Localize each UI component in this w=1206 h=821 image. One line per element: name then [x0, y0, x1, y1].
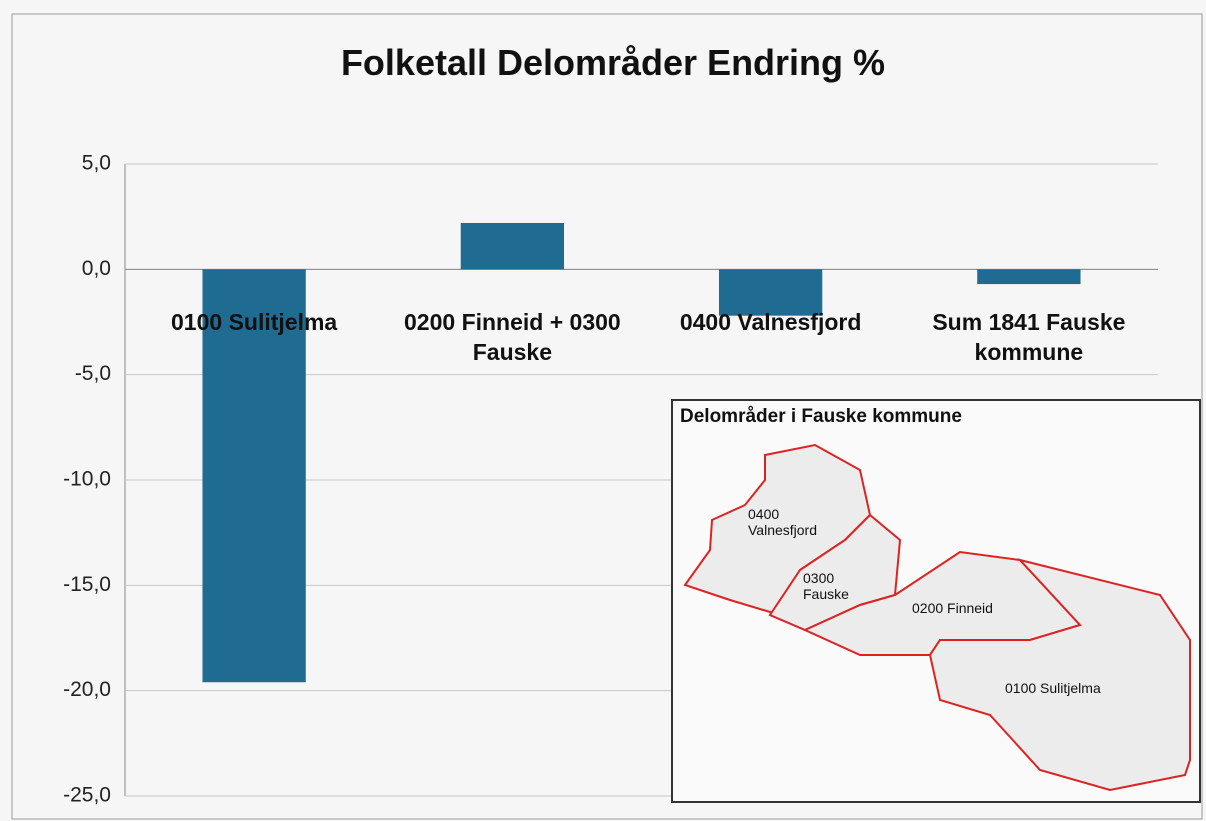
- y-tick-label: -25,0: [63, 784, 111, 807]
- region: [683, 443, 872, 617]
- x-tick-label: 0100 Sulitjelma: [171, 309, 338, 336]
- y-tick-label: -20,0: [63, 678, 111, 701]
- bar: [460, 222, 565, 270]
- map-label: 0400 Valnesfjord: [748, 506, 818, 538]
- bar: [977, 269, 1081, 285]
- map-label: 0300 Fauske: [803, 570, 849, 602]
- y-tick-label: 5,0: [82, 152, 111, 175]
- y-tick-label: 0,0: [82, 257, 111, 280]
- y-tick-label: -5,0: [75, 362, 111, 385]
- y-tick-label: -10,0: [63, 468, 111, 491]
- map-regions: [683, 443, 1191, 792]
- x-tick-label: 0400 Valnesfjord: [679, 309, 862, 336]
- region: [928, 558, 1191, 792]
- map-label: 0200 Finneid: [912, 600, 993, 616]
- bar: [718, 269, 823, 316]
- chart-title: Folketall Delområder Endring %: [340, 42, 886, 83]
- x-tick-label: Sum 1841 Fauske kommune: [932, 309, 1126, 366]
- bar: [202, 269, 306, 683]
- map-label: 0100 Sulitjelma: [1005, 680, 1101, 696]
- y-tick-label: -15,0: [63, 573, 111, 596]
- inset-title: Delområder i Fauske kommune: [680, 406, 962, 427]
- x-tick-label: 0200 Finneid + 0300 Fauske: [404, 309, 621, 366]
